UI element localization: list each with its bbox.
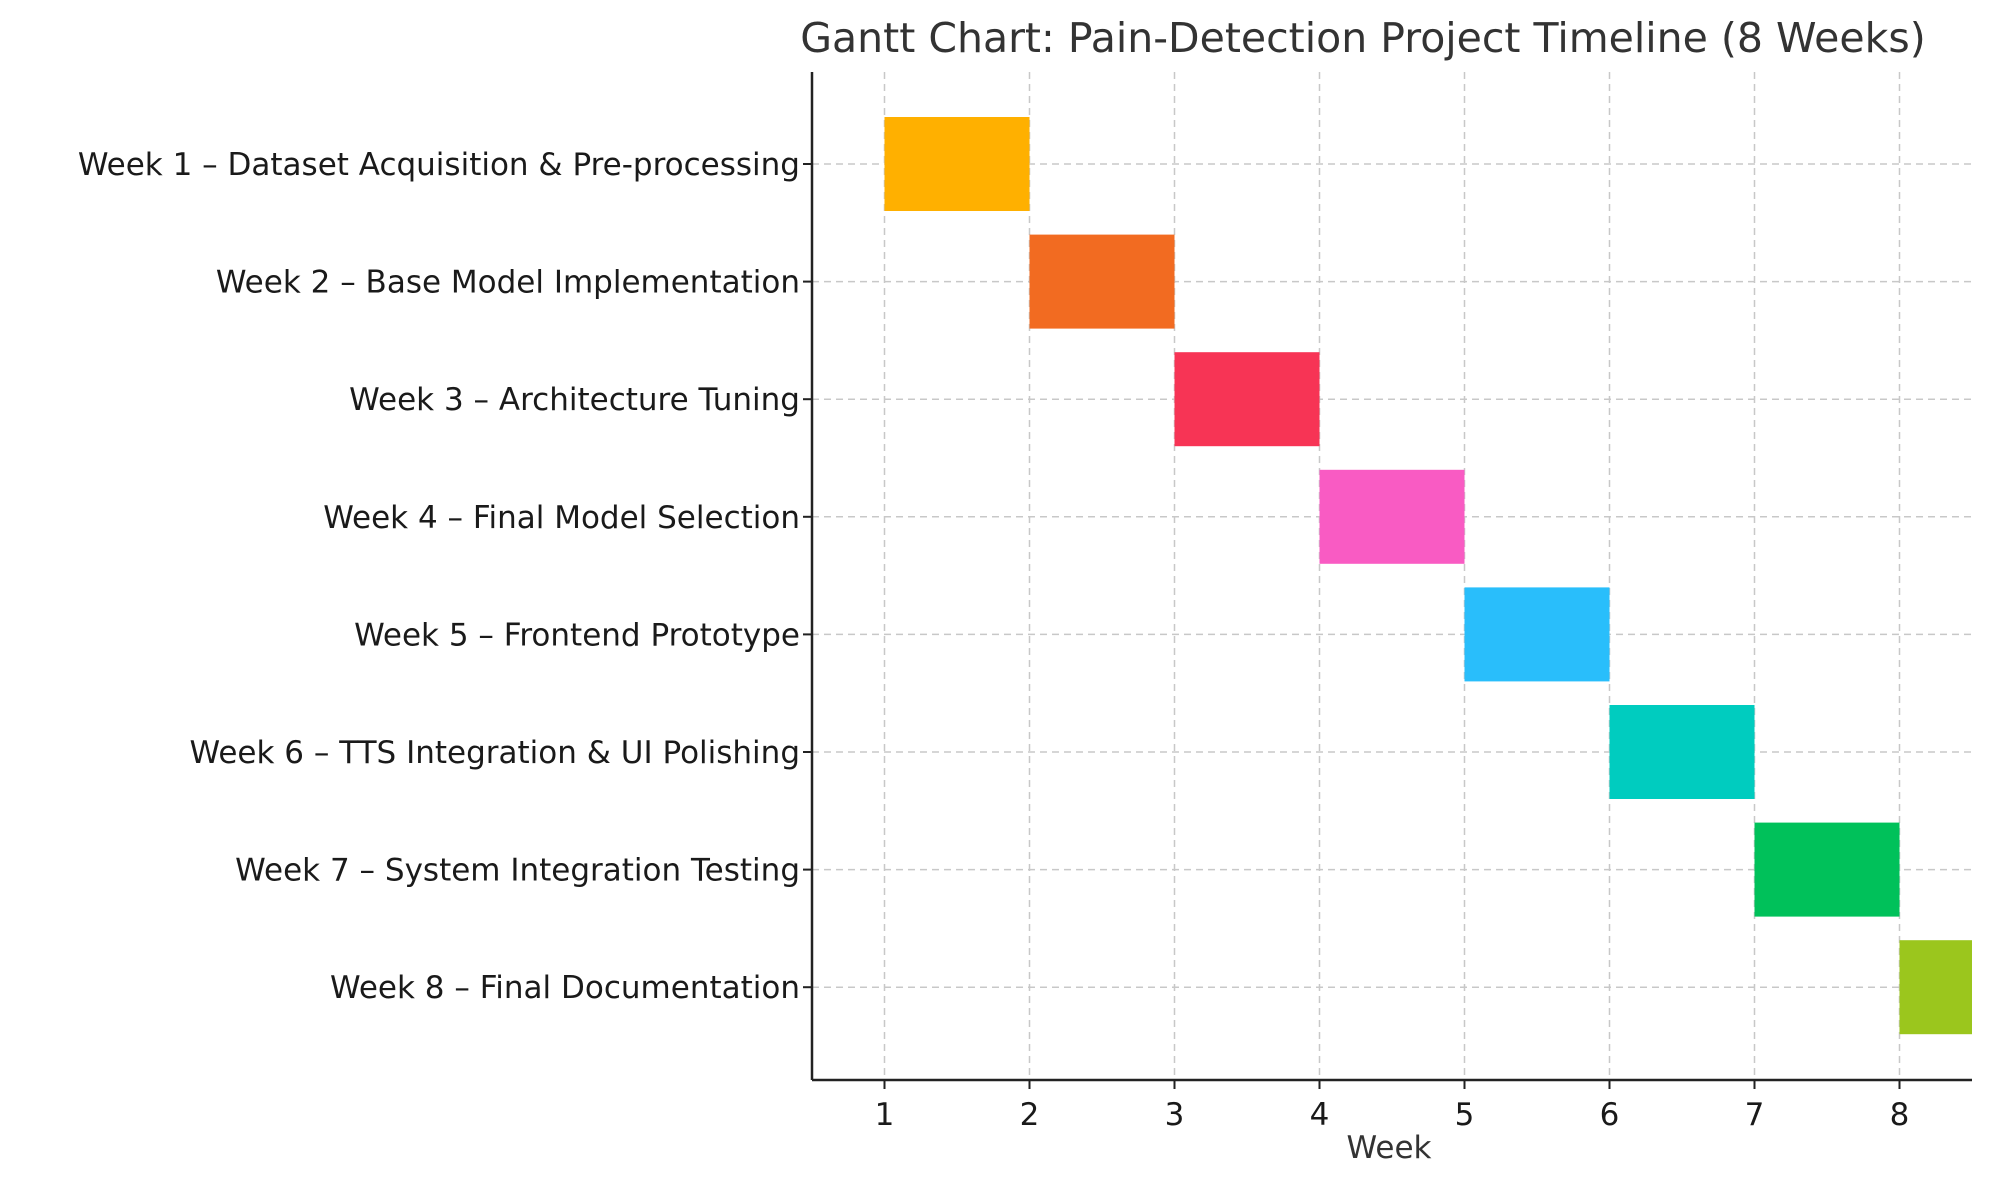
x-axis-label: Week bbox=[1347, 1130, 1432, 1166]
task-label: Week 3 – Architecture Tuning bbox=[349, 382, 800, 418]
grid-layer bbox=[812, 72, 1972, 1080]
chart-title: Gantt Chart: Pain-Detection Project Time… bbox=[800, 14, 1925, 62]
x-tick-label: 5 bbox=[1455, 1097, 1475, 1133]
task-label: Week 2 – Base Model Implementation bbox=[216, 265, 800, 301]
gantt-bar bbox=[1464, 587, 1610, 682]
x-tick-label: 1 bbox=[875, 1097, 895, 1133]
x-tick-label: 8 bbox=[1890, 1097, 1910, 1133]
x-tick-label: 7 bbox=[1745, 1097, 1765, 1133]
labels-layer: 1 2 3 4 5 6 7 8 Week 1 – Dataset Acquisition & P… bbox=[78, 147, 1910, 1133]
x-tick-label: 4 bbox=[1310, 1097, 1330, 1133]
task-label: Week 7 – System Integration Testing bbox=[235, 853, 800, 889]
x-tick-label: 6 bbox=[1600, 1097, 1620, 1133]
x-tick-label: 3 bbox=[1165, 1097, 1185, 1133]
gantt-bar bbox=[1609, 705, 1755, 799]
bars-layer bbox=[884, 117, 1972, 1035]
task-label: Week 6 – TTS Integration & UI Polishing bbox=[190, 735, 800, 771]
gantt-bar bbox=[1029, 234, 1175, 329]
gantt-bar bbox=[1319, 469, 1465, 564]
gantt-bar bbox=[884, 117, 1030, 211]
task-label: Week 4 – Final Model Selection bbox=[323, 500, 800, 536]
gantt-bar bbox=[1754, 822, 1900, 917]
task-label: Week 5 – Frontend Prototype bbox=[354, 617, 800, 653]
task-label: Week 1 – Dataset Acquisition & Pre-proce… bbox=[78, 147, 800, 183]
task-label: Week 8 – Final Documentation bbox=[330, 970, 800, 1006]
x-tick-label: 2 bbox=[1020, 1097, 1040, 1133]
gantt-bar bbox=[1899, 940, 1972, 1035]
axes-layer bbox=[803, 72, 1972, 1089]
gantt-bar bbox=[1174, 352, 1320, 447]
